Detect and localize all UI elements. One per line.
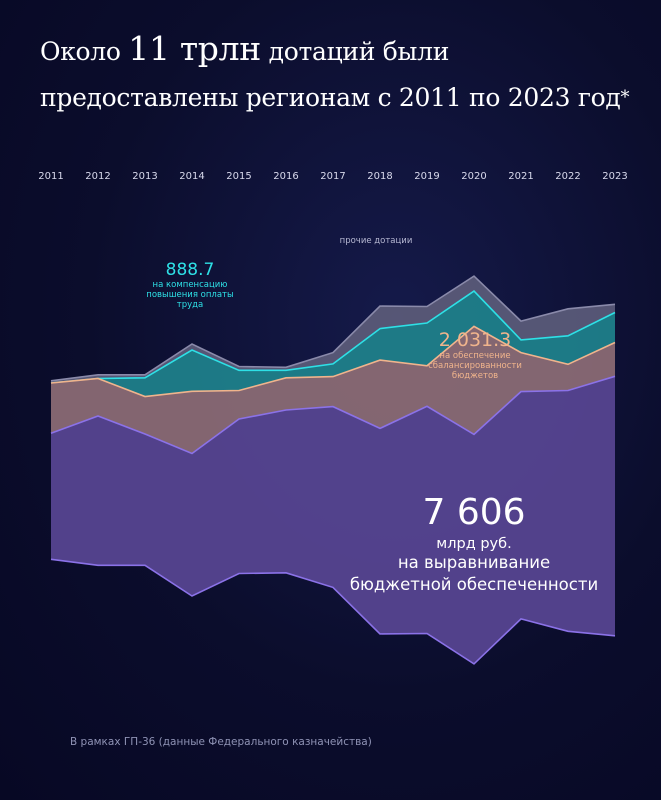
balance-desc-label: на обеспечение [439, 351, 510, 361]
x-tick-label: 2019 [414, 171, 439, 182]
x-tick-label: 2015 [226, 171, 251, 182]
other-desc-label: прочие дотации [340, 236, 413, 246]
x-tick-label: 2011 [38, 171, 63, 182]
equalization-desc-label: бюджетной обеспеченности [350, 575, 598, 594]
line-equalization-bottom [50, 558, 616, 665]
area-wage [51, 291, 615, 397]
balance-desc-label: бюджетов [452, 371, 498, 381]
equalization-desc-label: на выравнивание [398, 553, 550, 572]
x-tick-label: 2012 [85, 171, 110, 182]
line-wage [50, 290, 616, 384]
x-tick-label: 2023 [602, 171, 627, 182]
footnote: В рамках ГП-36 (данные Федерального казн… [70, 736, 372, 748]
x-tick-label: 2016 [273, 171, 298, 182]
balance-desc-label: сбалансированности [428, 361, 522, 371]
x-tick-label: 2018 [367, 171, 392, 182]
title-part1: Около [40, 37, 129, 66]
wage-value-label: 888.7 [166, 260, 215, 280]
page-title: Около 11 трлн дотаций были предоставлены… [40, 26, 650, 121]
x-tick-label: 2017 [320, 171, 345, 182]
area-equalization [51, 376, 615, 664]
line-other [50, 275, 616, 382]
x-tick-label: 2013 [132, 171, 157, 182]
title-highlight: 11 трлн [128, 29, 261, 68]
line-balance [50, 325, 616, 398]
title-part2: дотаций были предоставлены регионам с 20… [40, 37, 621, 112]
equalization-value-label: 7 606 [422, 492, 525, 533]
balance-value-label: 2 031.3 [439, 329, 512, 351]
equalization-unit-label: млрд руб. [436, 536, 511, 552]
wage-desc-label: на компенсацию [153, 280, 228, 290]
wage-desc-label: повышения оплаты [146, 290, 233, 300]
wage-desc-label: труда [177, 300, 203, 310]
title-asterisk: * [620, 87, 630, 108]
x-tick-label: 2021 [508, 171, 533, 182]
x-tick-label: 2020 [461, 171, 486, 182]
area-balance [51, 326, 615, 454]
line-equalization [50, 375, 616, 455]
x-tick-label: 2022 [555, 171, 580, 182]
area-other [51, 276, 615, 383]
x-tick-label: 2014 [179, 171, 204, 182]
